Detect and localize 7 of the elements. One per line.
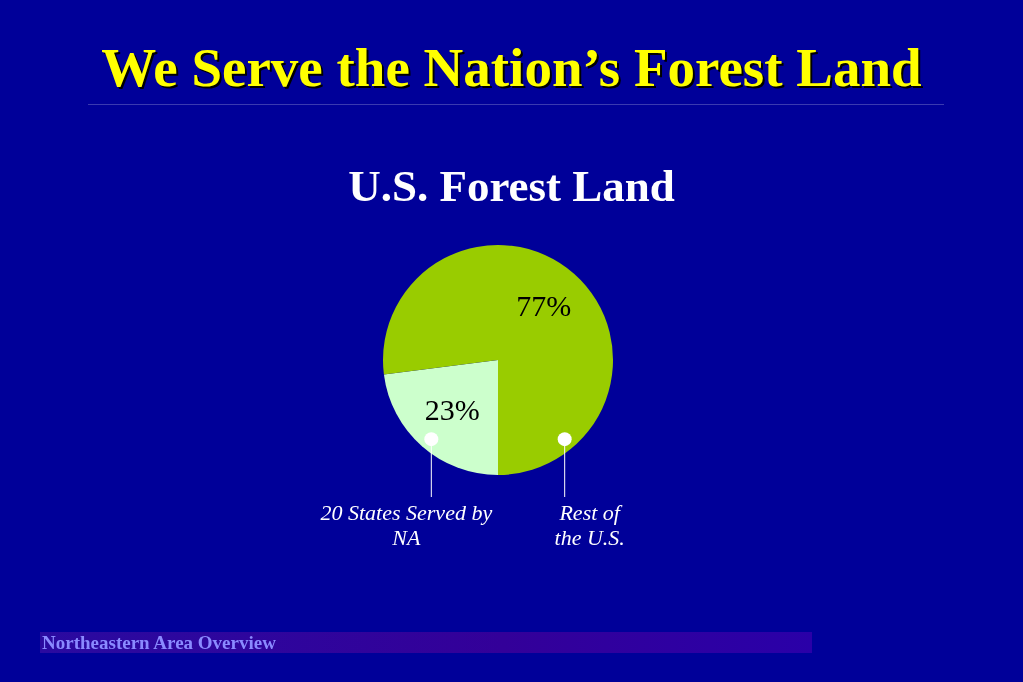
slice-label: Rest of the U.S. [554,499,625,550]
data-label: 23% [424,392,480,426]
chart-subtitle: U.S. Forest Land [347,161,676,211]
slice-label: 20 States Served by NA [320,499,493,550]
data-label: 77% [516,289,572,323]
chart-title: We Serve the Nation’s Forest Land [100,36,923,100]
text: Northeastern Area Overview [42,632,276,653]
